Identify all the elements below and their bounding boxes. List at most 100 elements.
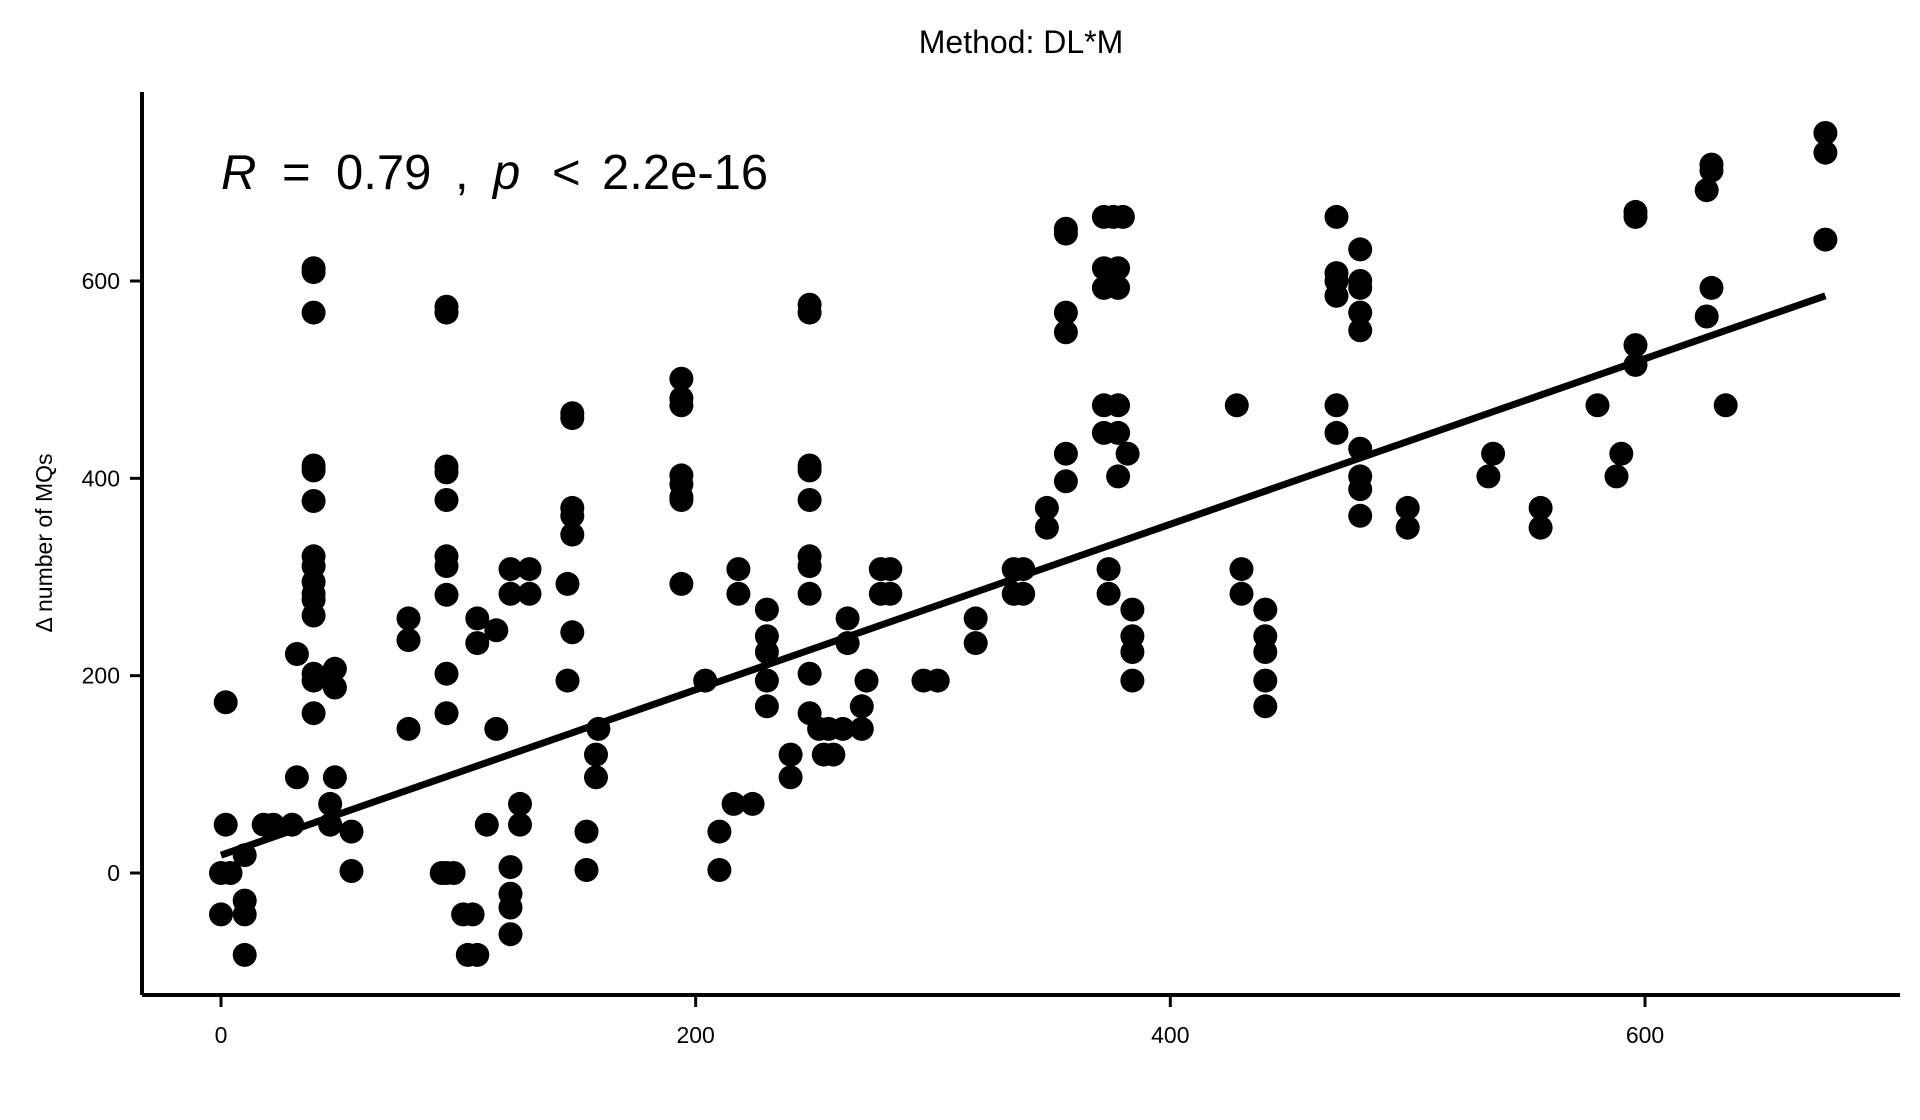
data-point bbox=[669, 393, 694, 418]
data-point bbox=[707, 858, 732, 882]
data-point bbox=[1324, 283, 1349, 308]
data-point bbox=[1699, 158, 1724, 183]
data-point bbox=[1115, 441, 1140, 466]
data-point bbox=[560, 522, 585, 547]
data-point bbox=[465, 942, 490, 967]
data-point bbox=[560, 406, 585, 431]
data-point bbox=[322, 656, 347, 681]
data-point bbox=[740, 791, 765, 816]
annotation-r-eq: = bbox=[282, 146, 311, 200]
data-point bbox=[460, 902, 485, 927]
data-point bbox=[1348, 318, 1373, 343]
y-tick-label: 200 bbox=[82, 663, 120, 689]
data-point bbox=[1585, 393, 1610, 418]
data-point bbox=[797, 300, 822, 325]
data-point bbox=[396, 716, 421, 741]
data-point bbox=[1623, 333, 1648, 358]
data-point bbox=[465, 631, 490, 656]
data-point bbox=[830, 716, 855, 741]
chart-title: Method: DL*M bbox=[919, 24, 1124, 60]
data-point bbox=[434, 661, 459, 686]
data-point bbox=[1106, 275, 1131, 300]
data-point bbox=[1106, 420, 1131, 445]
data-point bbox=[726, 557, 751, 582]
data-point bbox=[1110, 204, 1135, 229]
correlation-annotation: R = 0.79, p <2.2e-16 bbox=[221, 146, 768, 200]
annotation-sep: , bbox=[455, 146, 469, 200]
data-point bbox=[797, 661, 822, 686]
data-point bbox=[560, 620, 585, 645]
data-point bbox=[434, 488, 459, 512]
data-point bbox=[1713, 393, 1738, 418]
data-point bbox=[218, 861, 243, 885]
data-point bbox=[584, 742, 608, 767]
data-point bbox=[849, 716, 874, 741]
data-point bbox=[498, 557, 523, 582]
data-point bbox=[574, 819, 599, 844]
data-point bbox=[1604, 464, 1629, 489]
data-point bbox=[301, 458, 326, 483]
data-point bbox=[1253, 668, 1278, 693]
data-point bbox=[821, 742, 846, 767]
data-point bbox=[1106, 256, 1131, 281]
data-point bbox=[498, 895, 523, 920]
data-point bbox=[1253, 597, 1278, 622]
data-point bbox=[1481, 441, 1506, 466]
data-point bbox=[322, 765, 347, 790]
data-point bbox=[339, 859, 364, 883]
data-point bbox=[778, 765, 803, 790]
data-point bbox=[669, 488, 694, 512]
data-point bbox=[209, 902, 233, 927]
data-point bbox=[465, 606, 490, 631]
x-tick-label: 200 bbox=[676, 1022, 714, 1048]
x-tick-label: 400 bbox=[1151, 1022, 1189, 1048]
y-tick-label: 400 bbox=[82, 465, 120, 491]
data-point bbox=[1224, 393, 1249, 418]
data-point bbox=[484, 716, 509, 741]
data-point bbox=[284, 765, 309, 790]
data-point bbox=[854, 668, 879, 693]
data-point bbox=[339, 819, 364, 844]
data-point bbox=[1120, 640, 1145, 664]
data-point bbox=[1253, 640, 1278, 664]
data-point bbox=[232, 902, 257, 927]
data-point bbox=[1053, 441, 1078, 466]
data-point bbox=[1229, 557, 1254, 582]
data-point bbox=[434, 460, 459, 485]
data-point bbox=[1699, 275, 1724, 300]
data-point bbox=[474, 812, 499, 837]
data-point bbox=[1324, 420, 1349, 445]
data-point bbox=[1053, 221, 1078, 246]
data-point bbox=[1813, 227, 1838, 252]
data-point bbox=[434, 300, 459, 325]
data-point bbox=[754, 640, 779, 664]
data-point bbox=[1813, 140, 1838, 165]
data-point bbox=[232, 942, 257, 967]
data-point bbox=[1348, 503, 1373, 528]
data-point bbox=[797, 554, 822, 579]
data-point bbox=[797, 458, 822, 483]
data-point bbox=[301, 300, 326, 325]
data-point bbox=[878, 557, 903, 582]
data-point bbox=[555, 668, 580, 693]
data-point bbox=[1253, 694, 1278, 719]
data-points bbox=[209, 121, 1838, 967]
data-point bbox=[1034, 515, 1059, 540]
data-point bbox=[1348, 477, 1373, 502]
data-point bbox=[498, 581, 523, 606]
data-point bbox=[434, 554, 459, 579]
data-point bbox=[517, 581, 542, 606]
data-point bbox=[726, 581, 751, 606]
data-point bbox=[1476, 464, 1501, 489]
data-point bbox=[560, 503, 585, 528]
data-point bbox=[1348, 275, 1373, 300]
data-point bbox=[1348, 237, 1373, 262]
data-point bbox=[963, 631, 988, 656]
data-point bbox=[555, 571, 580, 596]
data-point bbox=[797, 581, 822, 606]
data-point bbox=[318, 791, 343, 816]
data-point bbox=[517, 557, 542, 582]
data-point bbox=[1324, 393, 1349, 418]
